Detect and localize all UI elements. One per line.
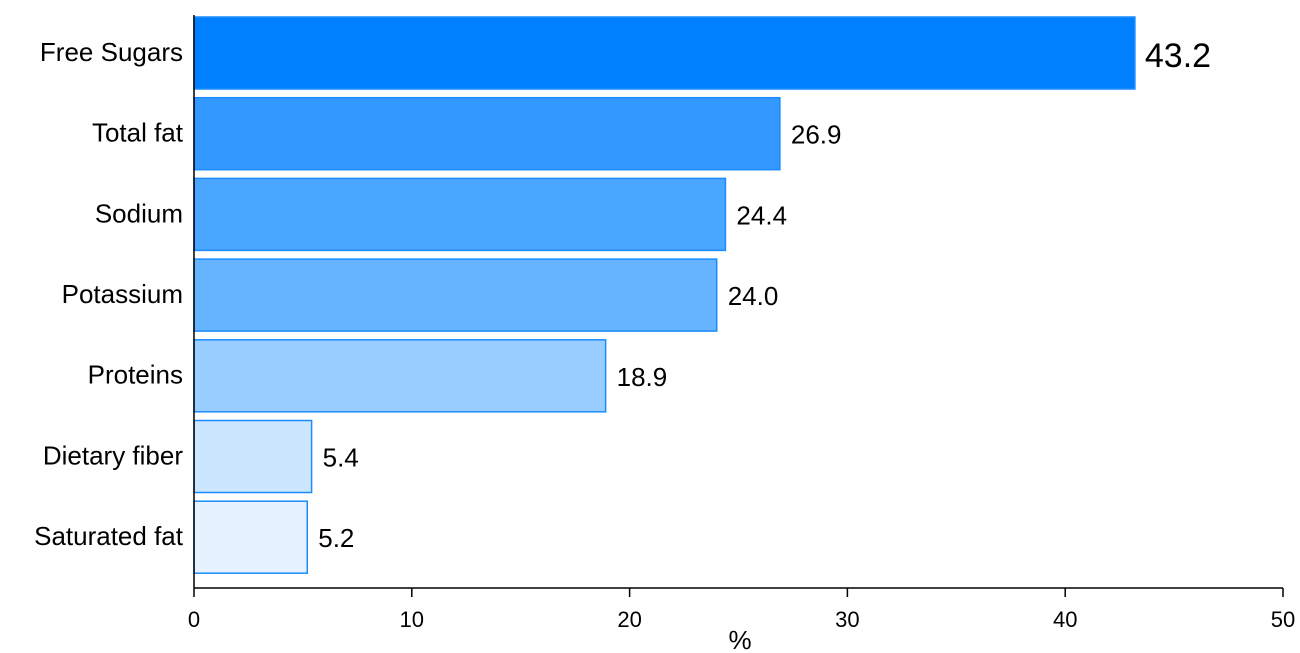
bar <box>193 16 1136 90</box>
category-label: Potassium <box>62 279 183 309</box>
x-tick-label: 20 <box>617 607 641 632</box>
x-tick-label: 50 <box>1271 607 1295 632</box>
bar-value-label: 26.9 <box>791 120 842 150</box>
category-label: Free Sugars <box>40 37 183 67</box>
x-axis-title: % <box>728 625 751 653</box>
category-label: Sodium <box>95 198 183 228</box>
x-tick-label: 30 <box>835 607 859 632</box>
category-labels: Free Sugars Total fat Sodium Potassium Prote… <box>34 37 184 551</box>
x-tick-label: 40 <box>1053 607 1077 632</box>
bar-value-label: 5.4 <box>323 443 359 473</box>
bar-value-label: 5.2 <box>318 523 354 553</box>
value-labels: 43.2 26.9 24.4 24.0 18.9 5.4 5.2 <box>318 37 1211 553</box>
x-tick-label: 10 <box>400 607 424 632</box>
bar <box>193 500 309 574</box>
bar <box>193 419 313 494</box>
bar-value-label: 24.4 <box>736 200 787 230</box>
bar <box>193 177 727 252</box>
bar <box>193 96 781 171</box>
bar <box>193 258 718 332</box>
category-label: Saturated fat <box>34 521 184 551</box>
category-label: Dietary fiber <box>43 440 183 470</box>
category-label: Proteins <box>88 360 183 390</box>
x-axis-ticks: 0 10 20 30 40 50 <box>188 588 1295 632</box>
category-label: Total fat <box>92 118 184 148</box>
x-tick-label: 0 <box>188 607 200 632</box>
bar-value-label: 24.0 <box>728 281 779 311</box>
bar-value-label: 18.9 <box>617 362 668 392</box>
bars <box>193 16 1136 574</box>
bar-value-label: 43.2 <box>1145 37 1211 75</box>
bar <box>193 339 607 413</box>
